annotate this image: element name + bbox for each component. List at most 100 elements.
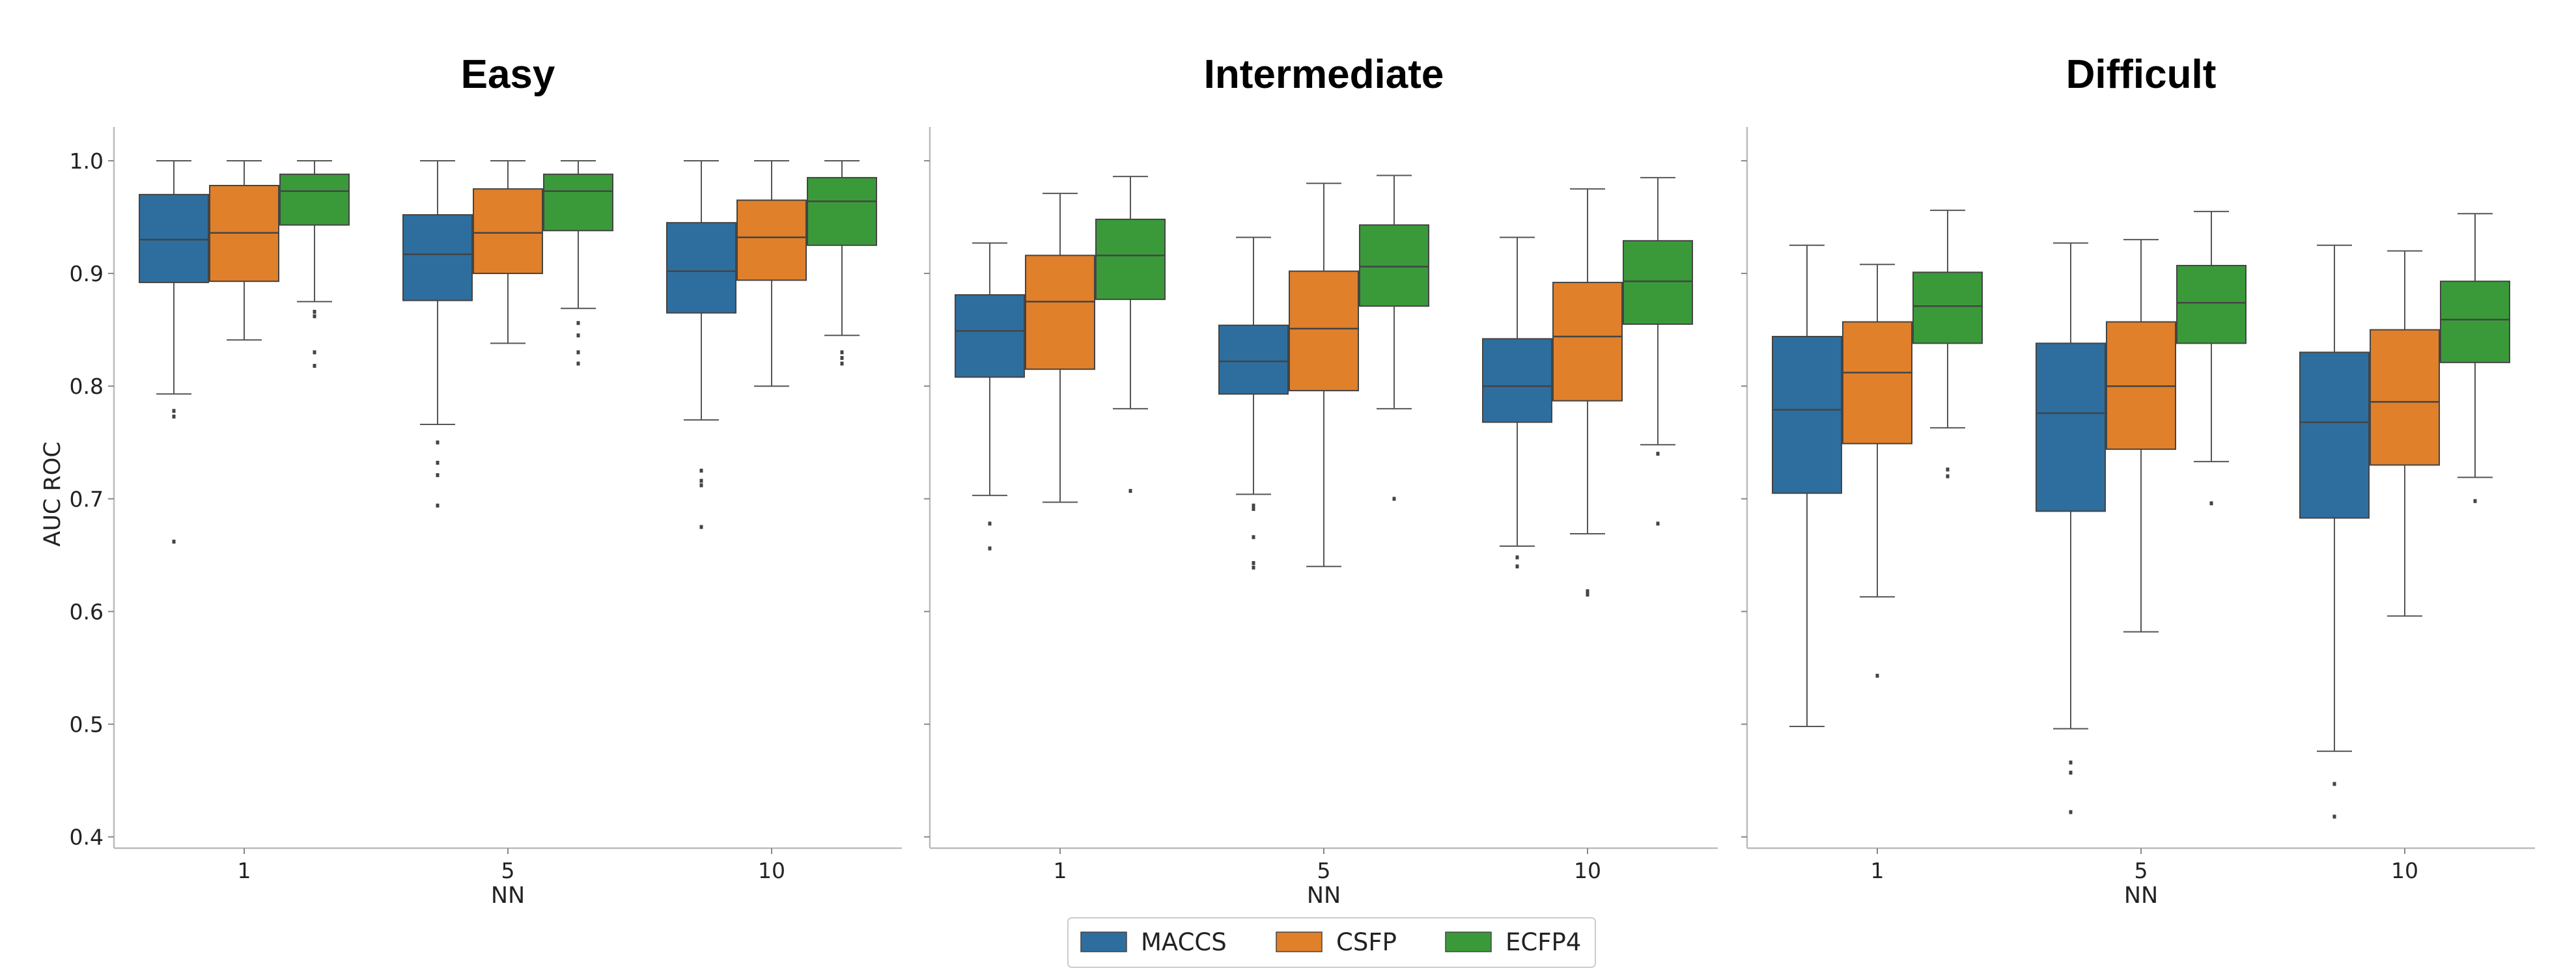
outlier-point [576,333,580,338]
outlier-point [1586,592,1589,597]
outlier-point [988,521,992,526]
box-iqr [2299,352,2370,519]
box-easy-nn5-csfp [473,159,543,344]
y-axis-label: AUC ROC [40,441,66,546]
outlier-point [313,314,316,318]
outlier-point [2069,760,2073,765]
box-iqr [1912,271,1983,344]
box-difficult-nn10-ecfp4 [2440,213,2510,503]
outlier-point [699,469,703,473]
outlier-point [576,321,580,325]
outlier-point [840,361,844,366]
x-tick-label: 5 [501,858,515,883]
panel-title-easy: Easy [461,52,555,97]
outlier-point [1392,497,1396,501]
box-iqr [402,214,473,301]
box-iqr [1772,336,1842,494]
panel-title-intermediate: Intermediate [1204,52,1444,97]
outlier-point [1515,564,1519,569]
box-iqr [1289,270,1359,392]
y-tick-label: 1.0 [70,148,104,174]
box-easy-nn5-ecfp4 [543,159,613,366]
outlier-point [1128,489,1132,493]
outlier-point [699,483,703,488]
box-difficult-nn10-csfp [2370,250,2440,617]
outlier-point [699,525,703,529]
outlier-point [313,364,316,368]
legend-swatch-ecfp4 [1445,931,1492,952]
box-easy-nn5-maccs [402,159,473,508]
box-iqr [1025,255,1095,370]
box-intermediate-nn10-csfp [1552,188,1623,597]
box-iqr [279,173,350,226]
legend: MACCS CSFP ECFP4 [1067,917,1596,968]
outlier-point [313,309,316,314]
outlier-point [1252,535,1255,540]
outlier-point [1875,674,1879,678]
outlier-point [1946,467,1950,472]
box-intermediate-nn1-ecfp4 [1095,176,1166,493]
box-difficult-nn5-maccs [2036,242,2106,814]
x-axis-label-easy: NN [491,883,525,909]
outlier-point [2332,814,2336,819]
box-iqr [1552,281,1623,402]
box-iqr [2370,329,2440,466]
box-difficult-nn5-ecfp4 [2176,210,2247,506]
box-intermediate-nn10-ecfp4 [1623,176,1693,526]
outlier-point [699,478,703,483]
box-difficult-nn1-maccs [1772,244,1842,728]
box-iqr [736,199,807,281]
box-iqr [139,193,209,283]
outlier-point [2069,771,2073,775]
outlier-point [2473,499,2477,503]
legend-swatch-maccs [1080,931,1127,952]
outlier-point [172,540,176,544]
outlier-point [840,355,844,360]
box-easy-nn1-csfp [209,159,279,341]
box-iqr [1359,224,1429,307]
box-easy-nn10-ecfp4 [807,159,877,366]
box-intermediate-nn10-maccs [1482,236,1552,569]
outlier-point [436,503,440,508]
x-tick-label: 1 [1054,858,1067,883]
x-tick-label: 5 [2135,858,2148,883]
y-tick-label: 0.6 [70,599,104,624]
outlier-point [576,350,580,355]
panel-difficult: Difficult 1 5 10 NN [1741,52,2535,909]
box-iqr [473,188,543,275]
legend-label-csfp: CSFP [1336,928,1397,956]
outlier-point [1252,565,1255,570]
outlier-point [313,350,316,355]
box-intermediate-nn5-maccs [1218,236,1289,570]
y-tick-label: 0.4 [70,825,104,850]
x-tick-label: 10 [758,858,785,883]
x-tick-label: 1 [238,858,251,883]
panel-easy: Easy 0.4 0.5 0.6 0.7 0.8 0.9 1.0 AUC ROC 1 5 10 NN [40,52,902,909]
x-tick-label: 10 [2391,858,2418,883]
outlier-point [1586,589,1589,594]
box-iqr [1623,240,1693,325]
x-tick-label: 1 [1871,858,1884,883]
outlier-point [1252,506,1255,511]
box-iqr [1482,338,1552,423]
x-tick-label: 10 [1574,858,1601,883]
y-tick-label: 0.8 [70,374,104,399]
box-intermediate-nn1-maccs [955,242,1025,551]
box-intermediate-nn1-csfp [1025,193,1095,503]
outlier-point [436,440,440,445]
box-easy-nn10-csfp [736,159,807,387]
y-tick-label: 0.9 [70,261,104,286]
box-iqr [955,294,1025,378]
outlier-point [2069,810,2073,814]
x-axis-label-difficult: NN [2124,883,2158,909]
box-iqr [1095,218,1166,300]
outlier-point [988,546,992,551]
outlier-point [1252,560,1255,565]
box-iqr [2440,281,2510,363]
outlier-point [2332,782,2336,786]
outlier-point [1656,452,1660,456]
box-intermediate-nn5-ecfp4 [1359,174,1429,501]
box-iqr [1842,321,1912,445]
box-easy-nn10-maccs [666,159,736,529]
